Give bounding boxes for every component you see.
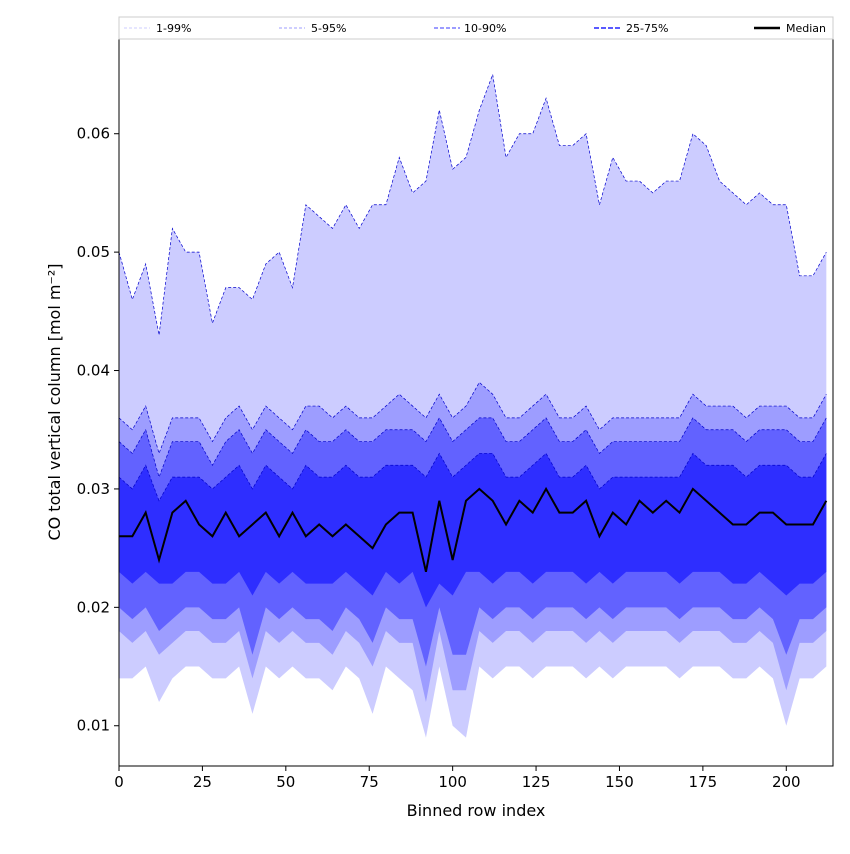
- x-axis-label: Binned row index: [407, 801, 546, 820]
- legend: 1-99% 5-95% 10-90% 25-75% Median: [118, 16, 834, 40]
- bands: [119, 74, 827, 738]
- legend-label-median: Median: [786, 22, 826, 35]
- x-tick-label: 125: [522, 773, 551, 791]
- line-p75: [118, 452, 827, 502]
- y-tick-label: 0.02: [77, 598, 110, 616]
- x-tick-label: 175: [689, 773, 718, 791]
- y-axis-label: CO total vertical column [mol m⁻²]: [45, 263, 64, 540]
- band-25-75: [119, 453, 827, 608]
- x-ticks: 0 25 50 75 100 125 150 175 200: [114, 766, 801, 791]
- legend-label-1-99: 1-99%: [156, 22, 191, 35]
- y-tick-label: 0.04: [77, 362, 110, 380]
- line-p95: [118, 381, 827, 455]
- x-tick-label: 150: [605, 773, 634, 791]
- x-tick-label: 75: [360, 773, 379, 791]
- legend-label-10-90: 10-90%: [464, 22, 506, 35]
- x-tick-label: 0: [114, 773, 124, 791]
- legend-label-5-95: 5-95%: [311, 22, 346, 35]
- legend-label-25-75: 25-75%: [626, 22, 668, 35]
- x-tick-label: 100: [438, 773, 467, 791]
- line-p90: [118, 417, 827, 479]
- x-tick-label: 200: [772, 773, 801, 791]
- y-tick-label: 0.03: [77, 480, 110, 498]
- legend-box: [118, 16, 834, 40]
- lines: [118, 73, 828, 573]
- line-median: [119, 486, 828, 573]
- x-tick-label: 50: [276, 773, 295, 791]
- y-ticks: 0.01 0.02 0.03 0.04 0.05 0.06: [77, 125, 119, 735]
- y-tick-label: 0.01: [77, 717, 110, 735]
- x-tick-label: 25: [193, 773, 212, 791]
- y-tick-label: 0.05: [77, 243, 110, 261]
- y-tick-label: 0.06: [77, 125, 110, 143]
- line-p99: [118, 73, 827, 336]
